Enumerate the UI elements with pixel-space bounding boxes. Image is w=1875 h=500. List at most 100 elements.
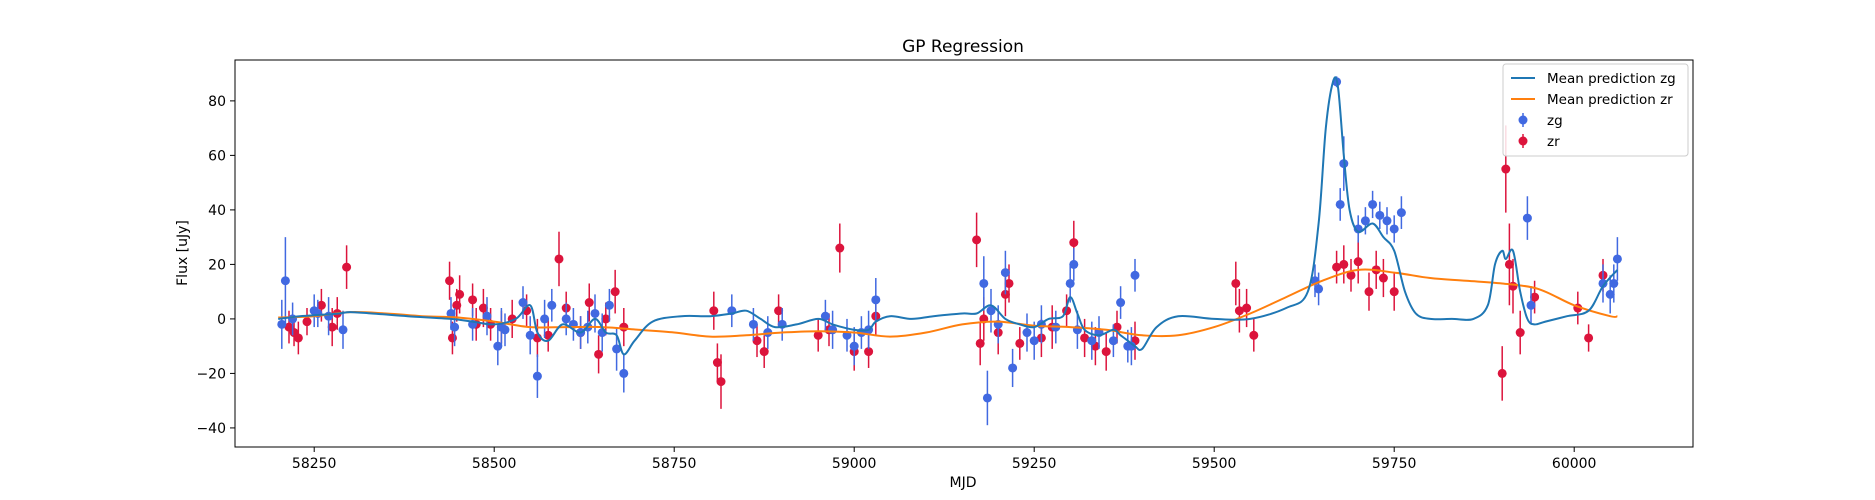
legend-label: zr bbox=[1547, 134, 1560, 150]
zr-point bbox=[835, 243, 845, 253]
zr-point bbox=[712, 358, 722, 368]
zr-point bbox=[1249, 330, 1259, 340]
zg-point bbox=[1087, 336, 1097, 346]
zg-point bbox=[849, 341, 859, 351]
zr-point bbox=[455, 289, 465, 299]
zg-point bbox=[1612, 254, 1622, 264]
series-zr-errorbars bbox=[284, 125, 1608, 409]
zr-point bbox=[1242, 303, 1252, 313]
zr-point bbox=[1504, 259, 1514, 269]
zr-point bbox=[447, 333, 457, 343]
x-axis-label: MJD bbox=[950, 475, 977, 491]
zg-point bbox=[1605, 289, 1615, 299]
zr-point bbox=[975, 338, 985, 348]
zg-point bbox=[619, 368, 629, 378]
legend-label: zg bbox=[1547, 113, 1563, 129]
zr-point bbox=[601, 314, 611, 324]
zr-point bbox=[1389, 287, 1399, 297]
zg-point bbox=[748, 319, 758, 329]
zg-point bbox=[547, 300, 557, 310]
zg-point bbox=[500, 325, 510, 335]
zr-point bbox=[610, 287, 620, 297]
zg-point bbox=[590, 308, 600, 318]
y-tick-label: 0 bbox=[217, 312, 226, 328]
zr-point bbox=[813, 330, 823, 340]
zr-point bbox=[594, 349, 604, 359]
zg-point bbox=[525, 330, 535, 340]
zg-point bbox=[1065, 278, 1075, 288]
zr-point bbox=[554, 254, 564, 264]
y-axis-label: Flux [uJy] bbox=[175, 220, 191, 286]
x-axis: 58250 58500 58750 59000 59250 59500 59750 60000 bbox=[292, 447, 1596, 472]
zr-point bbox=[293, 333, 303, 343]
x-tick-label: 58250 bbox=[292, 456, 337, 472]
zr-point bbox=[752, 336, 762, 346]
y-tick-label: 40 bbox=[208, 203, 226, 219]
zg-point bbox=[532, 371, 542, 381]
zr-point bbox=[1530, 292, 1540, 302]
zr-point bbox=[1332, 262, 1342, 272]
legend: Mean prediction zg Mean prediction zr zg zr bbox=[1502, 63, 1689, 157]
x-tick-label: 59250 bbox=[1012, 456, 1057, 472]
zg-point bbox=[1126, 341, 1136, 351]
zg-point bbox=[1382, 216, 1392, 226]
zg-point bbox=[1130, 270, 1140, 280]
x-tick-label: 58500 bbox=[472, 456, 517, 472]
zr-point bbox=[972, 235, 982, 245]
zr-point bbox=[1497, 368, 1507, 378]
zr-point bbox=[478, 303, 488, 313]
zg-point bbox=[1360, 216, 1370, 226]
zr-point bbox=[445, 276, 455, 286]
zg-point bbox=[1389, 224, 1399, 234]
zg-point bbox=[828, 325, 838, 335]
x-tick-label: 59500 bbox=[1192, 456, 1237, 472]
y-tick-label: 60 bbox=[208, 148, 226, 164]
zr-point bbox=[1508, 281, 1518, 291]
zr-point bbox=[1501, 164, 1511, 174]
zg-point bbox=[1598, 278, 1608, 288]
zg-point bbox=[482, 311, 492, 321]
zr-point bbox=[327, 322, 337, 332]
zr-point bbox=[1378, 273, 1388, 283]
zr-point bbox=[1101, 347, 1111, 357]
chart-title: GP Regression bbox=[902, 37, 1024, 57]
mean-prediction-zg-line bbox=[278, 76, 1619, 356]
zr-point bbox=[1234, 306, 1244, 316]
zg-point bbox=[1116, 298, 1126, 308]
zr-point bbox=[759, 347, 769, 357]
zg-point bbox=[518, 298, 528, 308]
zr-point bbox=[1584, 333, 1594, 343]
mean-prediction-lines bbox=[278, 76, 1619, 356]
zg-point bbox=[1069, 259, 1079, 269]
zg-point bbox=[1526, 300, 1536, 310]
zr-point bbox=[1353, 257, 1363, 267]
zg-point bbox=[1609, 278, 1619, 288]
zr-point bbox=[342, 262, 352, 272]
zg-point bbox=[986, 306, 996, 316]
zg-point bbox=[982, 393, 992, 403]
zg-point bbox=[493, 341, 503, 351]
zg-point bbox=[1022, 328, 1032, 338]
zg-point bbox=[1335, 199, 1345, 209]
zg-point bbox=[871, 295, 881, 305]
zr-point bbox=[619, 322, 629, 332]
zg-point bbox=[277, 319, 287, 329]
zg-point bbox=[1008, 363, 1018, 373]
zr-point bbox=[1339, 259, 1349, 269]
legend-box bbox=[1502, 63, 1689, 157]
zg-point bbox=[820, 311, 830, 321]
zr-point bbox=[774, 306, 784, 316]
zg-point bbox=[1000, 268, 1010, 278]
zr-point bbox=[1015, 338, 1025, 348]
zg-point bbox=[561, 314, 571, 324]
zg-point bbox=[979, 278, 989, 288]
x-tick-label: 59000 bbox=[832, 456, 877, 472]
legend-marker-swatch bbox=[1518, 115, 1528, 125]
legend-label: Mean prediction zr bbox=[1547, 92, 1673, 108]
zr-point bbox=[864, 347, 874, 357]
zr-point bbox=[1004, 278, 1014, 288]
zg-point bbox=[1375, 210, 1385, 220]
y-tick-label: −20 bbox=[196, 366, 226, 382]
zg-point bbox=[446, 308, 456, 318]
